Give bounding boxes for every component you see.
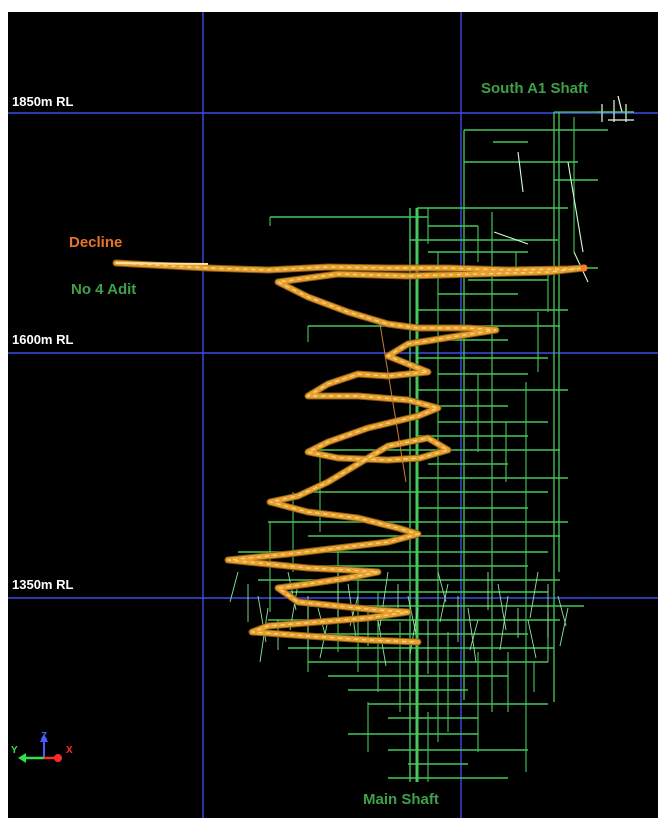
stope-development (437, 571, 447, 603)
south-a1-shaft-label: South A1 Shaft (481, 80, 588, 97)
level-label-1350: 1350m RL (12, 577, 74, 592)
decline-label: Decline (69, 234, 123, 251)
stope-development (497, 583, 507, 631)
mine-section-drawing (8, 12, 658, 818)
decline-end-marker (580, 264, 588, 272)
axis-y-label: Y (11, 745, 18, 756)
development-drive (517, 151, 524, 193)
stope-development (527, 619, 537, 659)
no4-adit-label: No 4 Adit (71, 281, 137, 298)
stope-development (529, 571, 539, 619)
axis-z-label: Z (41, 731, 48, 742)
stope-development (347, 583, 357, 639)
axis-z-arrowhead (40, 734, 48, 742)
stope-development (409, 607, 419, 655)
decline-portal (115, 262, 209, 265)
grid-lines (8, 12, 658, 818)
development-drive (567, 161, 584, 253)
stope-development (467, 607, 477, 663)
mine-section-viewport[interactable]: 1850m RL 1600m RL 1350m RL South A1 Shaf… (8, 12, 658, 818)
axis-x-marker (54, 754, 62, 762)
level-label-1600: 1600m RL (12, 332, 74, 347)
main-shaft-label: Main Shaft (363, 791, 439, 808)
stope-development (439, 583, 449, 623)
decline-path (113, 260, 587, 645)
stope-development (469, 619, 479, 651)
decline-ramp (112, 259, 588, 646)
level-label-1850: 1850m RL (12, 94, 74, 109)
decline-texture (115, 262, 585, 643)
stope-development (499, 595, 509, 651)
axis-y-arrowhead (18, 753, 26, 763)
mine-workings (208, 95, 634, 782)
stope-development (557, 595, 567, 627)
decline-shadow (112, 259, 588, 646)
development-drive (493, 231, 529, 245)
axis-x-label: X (66, 745, 73, 756)
stope-development (229, 571, 239, 603)
axis-triad (18, 734, 62, 763)
stope-development (559, 607, 569, 647)
headframe (617, 95, 623, 113)
decline-connector (379, 323, 407, 483)
